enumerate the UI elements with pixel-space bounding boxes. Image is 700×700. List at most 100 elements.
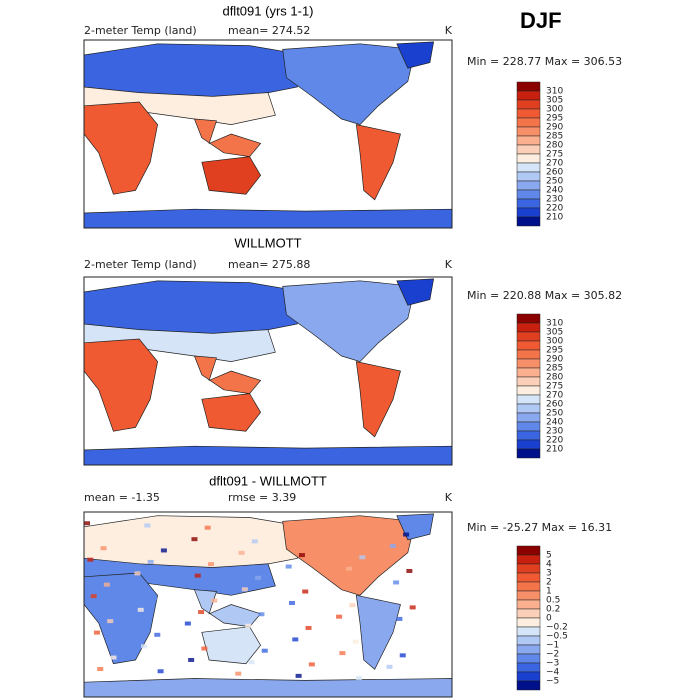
colorbar-box bbox=[516, 90, 541, 101]
land-north-america bbox=[282, 43, 416, 125]
colorbar-box bbox=[516, 340, 541, 351]
difference-patch bbox=[84, 521, 90, 526]
colorbar-label: 285 bbox=[546, 132, 563, 142]
difference-patch bbox=[184, 621, 191, 626]
difference-patch bbox=[198, 610, 205, 615]
colorbar-box bbox=[516, 412, 541, 423]
colorbar-box bbox=[516, 626, 541, 637]
land-antarctica bbox=[83, 678, 453, 698]
difference-patch bbox=[160, 548, 167, 553]
land-australia bbox=[201, 393, 262, 432]
colorbar-box bbox=[516, 349, 541, 360]
colorbar-box bbox=[516, 367, 541, 378]
colorbar-box bbox=[516, 313, 541, 324]
difference-patch bbox=[389, 544, 396, 549]
colorbar-label: −4 bbox=[546, 668, 560, 678]
colorbar-box bbox=[516, 581, 541, 592]
difference-patch bbox=[103, 582, 110, 587]
colorbar-label: 0 bbox=[546, 614, 552, 624]
colorbar-label: 310 bbox=[546, 87, 563, 97]
season-label: DJF bbox=[520, 8, 562, 33]
colorbar-label: −1 bbox=[546, 641, 559, 651]
difference-patch bbox=[134, 571, 141, 576]
panel-units: K bbox=[445, 491, 453, 504]
land-south-america bbox=[355, 594, 401, 670]
colorbar-label: 305 bbox=[546, 96, 563, 106]
land-africa bbox=[83, 101, 158, 195]
land-north-america bbox=[282, 515, 416, 596]
colorbar-label: −0.2 bbox=[546, 623, 568, 633]
colorbar-label: −5 bbox=[546, 677, 559, 687]
colorbar-label: 3 bbox=[546, 569, 552, 579]
colorbar-label: 300 bbox=[546, 337, 563, 347]
colorbar-label: 250 bbox=[546, 177, 563, 187]
colorbar-box bbox=[516, 331, 541, 342]
colorbar-label: 1 bbox=[546, 587, 552, 597]
land-north-america bbox=[282, 280, 416, 362]
colorbar-label: −3 bbox=[546, 659, 559, 669]
colorbar-box bbox=[516, 207, 541, 218]
difference-patch bbox=[107, 619, 114, 624]
difference-patch bbox=[241, 587, 248, 592]
land-africa bbox=[83, 338, 158, 432]
colorbar-box bbox=[516, 385, 541, 396]
colorbar-label: 275 bbox=[546, 150, 563, 160]
panel-stat: mean= 274.52 bbox=[228, 24, 310, 37]
land-south-america bbox=[355, 361, 401, 438]
difference-patch bbox=[191, 537, 198, 542]
colorbar-label: 300 bbox=[546, 105, 563, 115]
panel-units: K bbox=[445, 258, 453, 271]
colorbar-box bbox=[516, 680, 541, 691]
colorbar-label: 230 bbox=[546, 195, 563, 205]
colorbar-label: 295 bbox=[546, 114, 563, 124]
difference-patch bbox=[154, 632, 161, 637]
colorbar-label: 2 bbox=[546, 578, 552, 588]
colorbar-label: 5 bbox=[546, 551, 552, 561]
colorbar-label: −2 bbox=[546, 650, 559, 660]
difference-patch bbox=[235, 671, 242, 676]
difference-patch bbox=[352, 639, 359, 644]
colorbar-label: 210 bbox=[546, 445, 563, 455]
colorbar-box bbox=[516, 545, 541, 556]
difference-patch bbox=[144, 523, 151, 528]
colorbar-label: 220 bbox=[546, 204, 563, 214]
panel-title: dflt091 (yrs 1-1) bbox=[222, 3, 313, 18]
colorbar-box bbox=[516, 81, 541, 92]
colorbar-box bbox=[516, 671, 541, 682]
colorbar-box bbox=[516, 358, 541, 369]
colorbar-label: 230 bbox=[546, 427, 563, 437]
difference-patch bbox=[305, 625, 312, 630]
colorbar-label: 275 bbox=[546, 382, 563, 392]
difference-patch bbox=[93, 630, 100, 635]
colorbar-box bbox=[516, 153, 541, 164]
colorbar-box bbox=[516, 572, 541, 583]
difference-patch bbox=[285, 564, 292, 569]
map-border bbox=[83, 276, 453, 466]
colorbar-label: 240 bbox=[546, 186, 563, 196]
colorbar-box bbox=[516, 430, 541, 441]
colorbar-box bbox=[516, 635, 541, 646]
panel-variable: 2-meter Temp (land) bbox=[84, 24, 197, 37]
difference-patch bbox=[399, 653, 406, 658]
colorbar-box bbox=[516, 117, 541, 128]
difference-patch bbox=[150, 596, 157, 601]
range-label: Min = 228.77 Max = 306.53 bbox=[467, 55, 622, 68]
difference-patch bbox=[255, 575, 262, 580]
difference-patch bbox=[238, 550, 245, 555]
difference-patch bbox=[295, 673, 302, 678]
land-south-america bbox=[355, 124, 401, 201]
difference-patch bbox=[248, 660, 255, 665]
colorbar-box bbox=[516, 421, 541, 432]
colorbar-label: 0.5 bbox=[546, 596, 560, 606]
difference-patch bbox=[137, 607, 144, 612]
panel-variable: 2-meter Temp (land) bbox=[84, 258, 197, 271]
panel-title: WILLMOTT bbox=[234, 235, 301, 250]
colorbar-box bbox=[516, 403, 541, 414]
colorbar-label: −0.5 bbox=[546, 632, 568, 642]
difference-patch bbox=[97, 667, 104, 672]
colorbar-label: 310 bbox=[546, 319, 563, 329]
colorbar-label: 260 bbox=[546, 400, 563, 410]
colorbar-label: 220 bbox=[546, 436, 563, 446]
land-greenland bbox=[396, 278, 435, 306]
